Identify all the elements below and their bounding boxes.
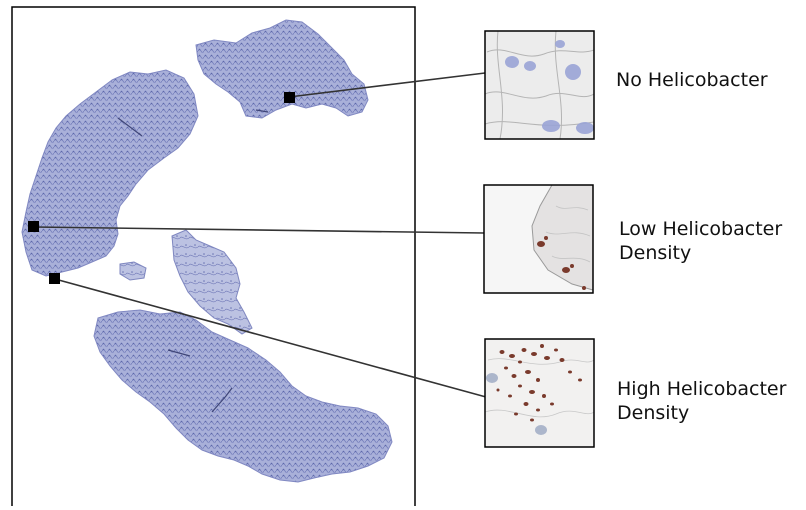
label-no-helicobacter: No Helicobacter [616, 68, 768, 92]
inset-high-density [484, 338, 595, 448]
tissue-fragment-bottom [93, 309, 393, 483]
inset-high-density-frame [484, 338, 595, 448]
connector-lines [33, 72, 487, 398]
label-no-helicobacter-line-1: No Helicobacter [616, 69, 768, 91]
marker-no-helicobacter [284, 92, 295, 103]
tissue-fragment-top [195, 19, 369, 119]
label-high-density-line-2: Density [617, 402, 690, 424]
label-low-density: Low Helicobacter Density [619, 217, 782, 265]
connector-high [54, 278, 487, 398]
label-high-density-line-1: High Helicobacter [617, 378, 787, 400]
tissue-creases [117, 109, 269, 413]
marker-high-density [49, 273, 60, 284]
label-low-density-line-1: Low Helicobacter [619, 218, 783, 240]
label-low-density-line-2: Density [619, 242, 692, 264]
inset-low-density-frame [483, 184, 594, 294]
marker-low-density [28, 221, 39, 232]
connector-low [33, 226, 485, 234]
tissue-fragment-center [171, 229, 253, 335]
tissue-fragment-left-arc [21, 69, 199, 277]
label-high-density: High Helicobacter Density [617, 377, 786, 425]
inset-low-density [483, 184, 594, 294]
connector-none [288, 72, 486, 98]
inset-no-helicobacter [484, 30, 595, 140]
inset-no-helicobacter-frame [484, 30, 595, 140]
tissue-fragment-strip [119, 261, 147, 281]
